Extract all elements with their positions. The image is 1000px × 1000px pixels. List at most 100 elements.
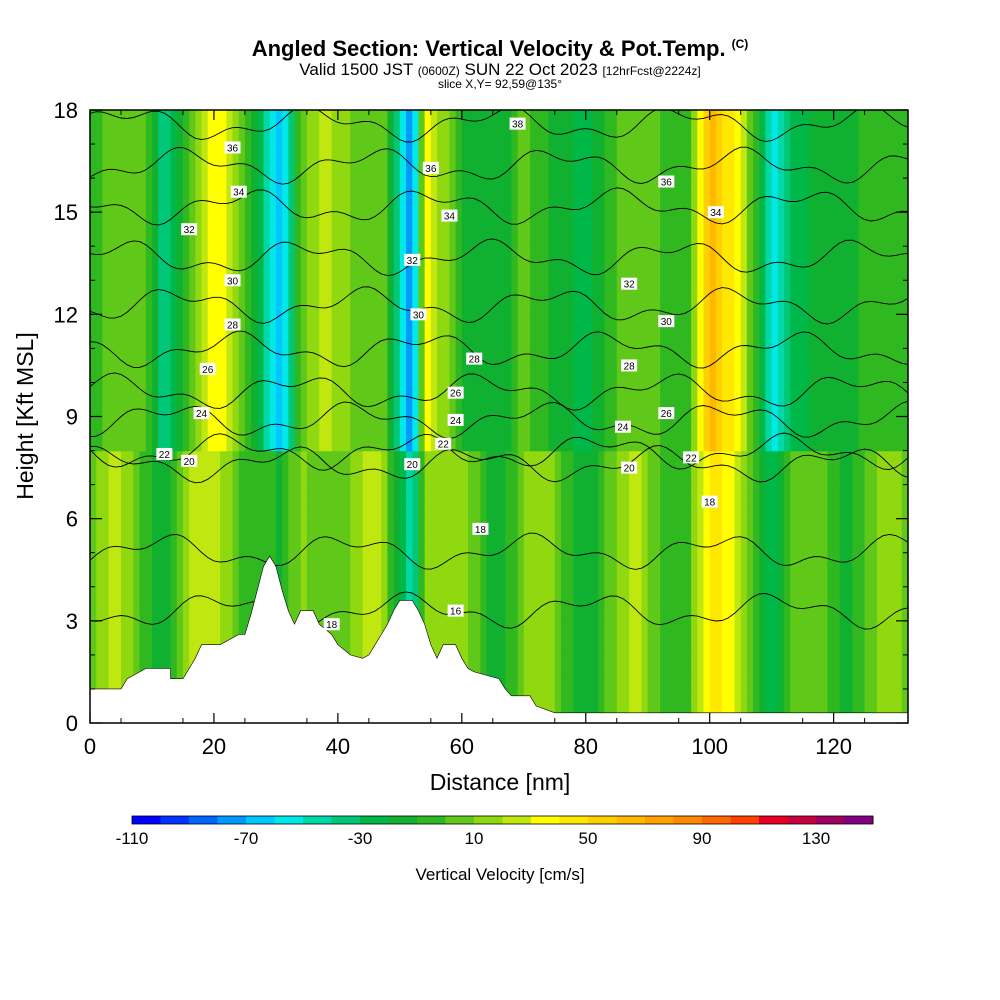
velocity-cell xyxy=(331,212,339,230)
velocity-cell xyxy=(846,229,853,247)
velocity-cell xyxy=(139,552,147,571)
velocity-cell xyxy=(722,263,729,281)
velocity-cell xyxy=(635,229,643,247)
velocity-cell xyxy=(529,246,537,264)
velocity-cell xyxy=(356,433,364,452)
velocity-cell xyxy=(610,535,618,554)
velocity-cell xyxy=(691,144,699,162)
velocity-cell xyxy=(877,110,884,128)
velocity-cell xyxy=(474,467,482,486)
velocity-cell xyxy=(877,501,884,520)
velocity-cell xyxy=(883,671,891,690)
velocity-cell xyxy=(275,348,283,367)
velocity-cell xyxy=(585,382,593,401)
velocity-cell xyxy=(170,501,178,520)
velocity-cell xyxy=(635,535,643,554)
colorbar-swatch xyxy=(559,816,589,824)
velocity-cell xyxy=(684,331,692,350)
velocity-cell xyxy=(220,450,228,469)
velocity-cell xyxy=(833,535,841,554)
velocity-cell xyxy=(536,110,544,128)
velocity-cell xyxy=(387,484,395,503)
velocity-cell xyxy=(864,229,872,247)
velocity-cell xyxy=(629,212,637,230)
velocity-cell xyxy=(331,586,339,605)
velocity-cell xyxy=(468,569,475,588)
velocity-cell xyxy=(746,229,754,247)
velocity-cell xyxy=(96,365,104,384)
velocity-cell xyxy=(567,603,575,622)
velocity-cell xyxy=(647,637,655,656)
velocity-cell xyxy=(226,110,234,128)
velocity-cell xyxy=(529,399,537,418)
velocity-cell xyxy=(660,569,668,588)
velocity-cell xyxy=(362,161,370,179)
velocity-cell xyxy=(201,161,209,179)
colorbar-swatch xyxy=(531,816,560,824)
velocity-cell xyxy=(455,620,463,639)
velocity-cell xyxy=(288,399,296,418)
velocity-cell xyxy=(846,688,853,707)
velocity-cell xyxy=(629,399,637,418)
velocity-cell xyxy=(430,195,438,213)
contour-label: 26 xyxy=(450,389,462,400)
velocity-cell xyxy=(647,450,655,469)
velocity-cell xyxy=(753,263,760,281)
velocity-cell xyxy=(232,484,240,503)
velocity-cell xyxy=(102,416,110,435)
velocity-cell xyxy=(189,399,197,418)
velocity-cell xyxy=(901,229,908,247)
velocity-cell xyxy=(554,569,562,588)
contour-label-bg xyxy=(441,209,458,222)
velocity-cell xyxy=(455,246,463,264)
velocity-cell xyxy=(622,229,630,247)
velocity-cell xyxy=(189,365,197,384)
velocity-cell xyxy=(213,382,221,401)
velocity-cell xyxy=(548,535,556,554)
velocity-cell xyxy=(722,280,729,299)
velocity-cell xyxy=(275,552,283,571)
velocity-cell xyxy=(393,246,401,264)
velocity-cell xyxy=(139,314,147,333)
velocity-cell xyxy=(672,348,680,367)
velocity-cell xyxy=(591,552,599,571)
velocity-cell xyxy=(598,518,606,537)
velocity-cell xyxy=(660,382,668,401)
velocity-cell xyxy=(251,501,259,520)
velocity-cell xyxy=(114,314,122,333)
velocity-cell xyxy=(796,603,804,622)
velocity-cell xyxy=(399,331,407,350)
velocity-cell xyxy=(375,399,382,418)
velocity-cell xyxy=(158,552,166,571)
velocity-cell xyxy=(660,688,668,707)
velocity-cell xyxy=(244,161,252,179)
velocity-cell xyxy=(870,365,878,384)
velocity-cell xyxy=(709,331,717,350)
velocity-cell xyxy=(653,161,661,179)
velocity-cell xyxy=(406,518,413,537)
velocity-cell xyxy=(108,671,116,690)
velocity-cell xyxy=(306,433,314,452)
velocity-cell xyxy=(777,365,785,384)
velocity-cell xyxy=(808,399,816,418)
velocity-cell xyxy=(244,280,252,299)
velocity-cell xyxy=(195,110,203,128)
velocity-cell xyxy=(753,382,760,401)
velocity-cell xyxy=(870,229,878,247)
velocity-cell xyxy=(746,603,754,622)
velocity-cell xyxy=(263,433,271,452)
velocity-cell xyxy=(195,161,203,179)
velocity-cell xyxy=(455,263,463,281)
velocity-cell xyxy=(567,280,575,299)
velocity-cell xyxy=(839,246,847,264)
velocity-cell xyxy=(424,416,432,435)
contour-label-bg xyxy=(410,308,427,321)
velocity-cell xyxy=(337,297,345,316)
velocity-cell xyxy=(579,229,587,247)
velocity-cell xyxy=(375,552,382,571)
velocity-cell xyxy=(554,552,562,571)
velocity-cell xyxy=(337,535,345,554)
velocity-cell xyxy=(672,620,680,639)
velocity-cell xyxy=(672,161,680,179)
velocity-cell xyxy=(108,569,116,588)
